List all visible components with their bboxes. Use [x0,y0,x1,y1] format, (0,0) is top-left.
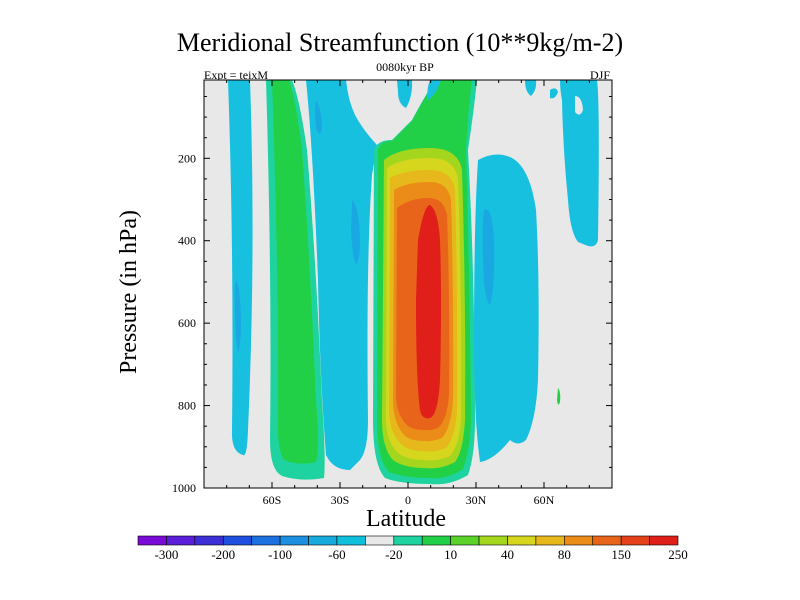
colorbar-swatch [507,535,537,546]
contour-north-small [557,388,561,405]
colorbar-swatch [365,535,395,546]
contour-south-negative-core [315,100,322,134]
colorbar-label: -60 [328,547,345,562]
y-tick-label: 1000 [172,481,196,495]
contour-north-polar-gap [575,96,583,115]
contour-south-polar-inner [234,280,241,352]
x-axis-label: Latitude [366,506,446,532]
colorbar-swatch [137,535,167,546]
x-tick-label: 60N [534,493,555,507]
colorbar-swatch [421,535,451,546]
colorbar-label: 150 [611,547,631,562]
colorbar-swatch [535,535,565,546]
chart-title: Meridional Streamfunction (10**9kg/m-2) [176,28,624,57]
contour-south-polar-outer [228,80,253,456]
contour-north-upper-b [427,80,441,100]
contour-north-polar-outer [560,80,599,247]
contour-hadley-250 [416,205,441,419]
contour-north-negative-outer [474,154,539,462]
x-tick-label: 0 [405,493,411,507]
colorbar-swatch [564,535,594,546]
colorbar-swatch [194,535,224,546]
colorbar-label: -300 [154,547,178,562]
colorbar-swatch [620,535,650,546]
colorbar-swatch [649,535,679,546]
colorbar-label: -200 [211,547,235,562]
colorbar-swatch [450,535,480,546]
colorbar-swatch [478,535,508,546]
axes: 60S 30S 0 30N 60N 200 400 600 800 1000 [172,80,612,507]
contour-south-positive-inner [272,80,318,464]
y-tick-label: 800 [178,399,196,413]
colorbar-label: 10 [444,547,457,562]
y-tick-label: 600 [178,316,196,330]
contour-north-upper-d [550,88,558,99]
colorbar-swatch [251,535,281,546]
colorbar-swatch [222,535,252,546]
colorbar-swatch [393,535,423,546]
experiment-label: Expt = teixM [204,68,269,82]
colorbar-swatch [279,535,309,546]
colorbar-swatch [592,535,622,546]
contour-north-upper-c [525,80,537,96]
contour-south-negative-outer [306,80,377,470]
contour-north-negative-inner [482,209,495,305]
time-label: 0080kyr BP [376,60,434,74]
y-tick-label: 200 [178,151,196,165]
colorbar-label: 40 [501,547,514,562]
contour-south-negative-inner [351,200,360,265]
contour-north-upper-a [397,80,413,108]
colorbar-label: 80 [558,547,571,562]
colorbar: -300 -200 -100 -60 -20 10 40 80 150 250 [137,535,688,562]
x-tick-label: 30N [466,493,487,507]
x-tick-label: 30S [331,493,350,507]
x-tick-label: 60S [263,493,282,507]
colorbar-swatch [166,535,196,546]
colorbar-label: -100 [268,547,292,562]
season-label: DJF [589,68,610,82]
contour-fills [228,80,599,485]
y-tick-label: 400 [178,234,196,248]
colorbar-label: -20 [385,547,402,562]
colorbar-swatch [336,535,366,546]
colorbar-swatch [308,535,338,546]
colorbar-label: 250 [668,547,688,562]
